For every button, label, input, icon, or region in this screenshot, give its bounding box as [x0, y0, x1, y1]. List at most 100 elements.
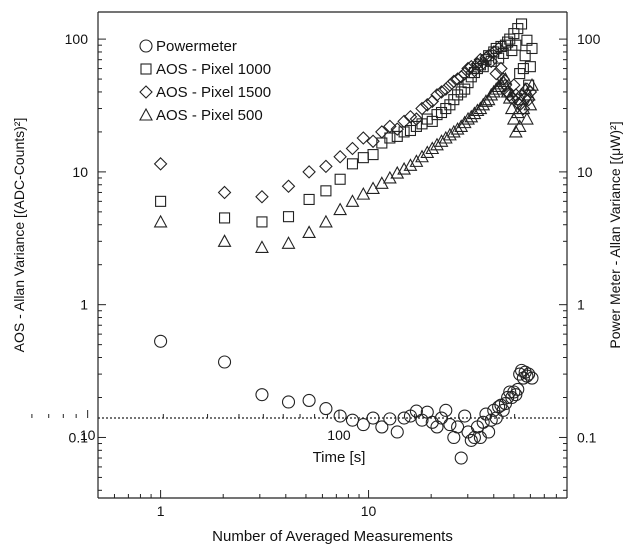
- series-0: [154, 334, 539, 465]
- data-point: [256, 216, 268, 228]
- data-point: [496, 74, 511, 87]
- y-axis-label: AOS - Allan Variance [(ADC-Counts)²]: [11, 118, 27, 353]
- data-point: [319, 159, 333, 174]
- y-tick-label: 100: [65, 31, 89, 47]
- data-point: [425, 94, 440, 109]
- data-point: [450, 121, 465, 135]
- axis-ticks: 1 10 10 100 0.1 1 10 100 0.1 1 10 100: [31, 31, 601, 519]
- data-point: [409, 154, 424, 167]
- data-point: [517, 63, 529, 75]
- y2-tick-label: 10: [577, 164, 593, 180]
- y2-tick-label: 0.1: [577, 429, 597, 445]
- x-axis-label: Number of Averaged Measurements: [212, 528, 453, 545]
- data-point: [356, 186, 371, 200]
- data-point: [397, 161, 412, 175]
- data-point: [506, 111, 521, 125]
- data-point: [519, 111, 534, 125]
- data-point: [434, 411, 449, 425]
- data-point: [482, 425, 496, 439]
- data-point: [525, 371, 539, 385]
- secondary-y-axis-label: Power Meter - Allan Variance [(μW)²]: [607, 121, 623, 348]
- data-point: [153, 157, 168, 171]
- data-point: [434, 134, 449, 147]
- data-point: [467, 430, 481, 445]
- data-point: [464, 433, 478, 447]
- data-point: [281, 395, 296, 409]
- data-point: [366, 411, 380, 425]
- data-point: [255, 240, 269, 253]
- data-point: [509, 388, 523, 402]
- data-point: [454, 119, 469, 132]
- data-point: [334, 173, 346, 185]
- data-point: [516, 101, 531, 115]
- data-point: [502, 90, 517, 104]
- data-point: [420, 145, 435, 159]
- data-point: [470, 57, 485, 71]
- data-point: [521, 87, 536, 101]
- data-point: [440, 102, 452, 115]
- data-point: [524, 61, 536, 73]
- y-tick-label: 10: [72, 164, 88, 180]
- data-point: [217, 234, 232, 247]
- data-point: [345, 141, 360, 156]
- x-tick-label: 1: [157, 503, 165, 519]
- legend-marker: [139, 39, 153, 53]
- data-point: [443, 418, 457, 432]
- series-2: [153, 41, 538, 204]
- data-point: [507, 385, 521, 399]
- data-point: [356, 131, 371, 145]
- data-point: [367, 149, 379, 161]
- data-point: [302, 225, 317, 238]
- data-point: [434, 85, 449, 99]
- legend-label: Powermeter: [156, 38, 237, 55]
- data-point: [410, 120, 422, 132]
- data-point: [425, 415, 439, 429]
- y2-tick-label: 100: [577, 31, 601, 47]
- data-point: [345, 194, 360, 207]
- data-point: [383, 119, 397, 134]
- data-point: [502, 36, 514, 48]
- data-point: [333, 202, 348, 216]
- legend-marker: [139, 85, 153, 99]
- data-point: [366, 134, 380, 149]
- data-point: [498, 71, 513, 85]
- data-point: [390, 122, 405, 136]
- data-point: [484, 54, 499, 69]
- data-point: [281, 236, 296, 249]
- data-point: [217, 185, 232, 200]
- data-point: [489, 66, 504, 81]
- data-point: [462, 77, 474, 89]
- data-point: [518, 81, 533, 95]
- data-point: [494, 76, 508, 90]
- data-point: [409, 112, 424, 126]
- data-point: [319, 402, 333, 416]
- data-point: [404, 124, 417, 137]
- series-3: [153, 71, 539, 253]
- x-tick-label: 10: [361, 503, 377, 519]
- data-point: [457, 66, 472, 81]
- data-point: [459, 83, 471, 95]
- data-point: [511, 382, 525, 396]
- data-point: [356, 418, 370, 432]
- data-point: [521, 92, 536, 107]
- data-point: [219, 212, 231, 224]
- data-point: [514, 92, 529, 106]
- data-point: [345, 413, 360, 427]
- data-point: [439, 82, 453, 96]
- data-point: [503, 385, 517, 399]
- data-point: [218, 355, 232, 369]
- data-point: [403, 158, 418, 171]
- x2-tick-label: 10: [80, 427, 96, 443]
- data-point: [523, 97, 538, 111]
- legend: Powermeter AOS - Pixel 1000 AOS - Pixel 15…: [139, 38, 271, 124]
- data-point: [357, 152, 369, 164]
- legend-label: AOS - Pixel 1500: [156, 84, 271, 101]
- data-point: [443, 78, 457, 92]
- data-point: [522, 367, 536, 381]
- y-tick-label: 0.1: [69, 429, 89, 445]
- data-point: [473, 101, 488, 115]
- data-point: [438, 130, 453, 144]
- data-point: [512, 119, 527, 132]
- data-point: [454, 70, 468, 84]
- data-point: [504, 101, 519, 115]
